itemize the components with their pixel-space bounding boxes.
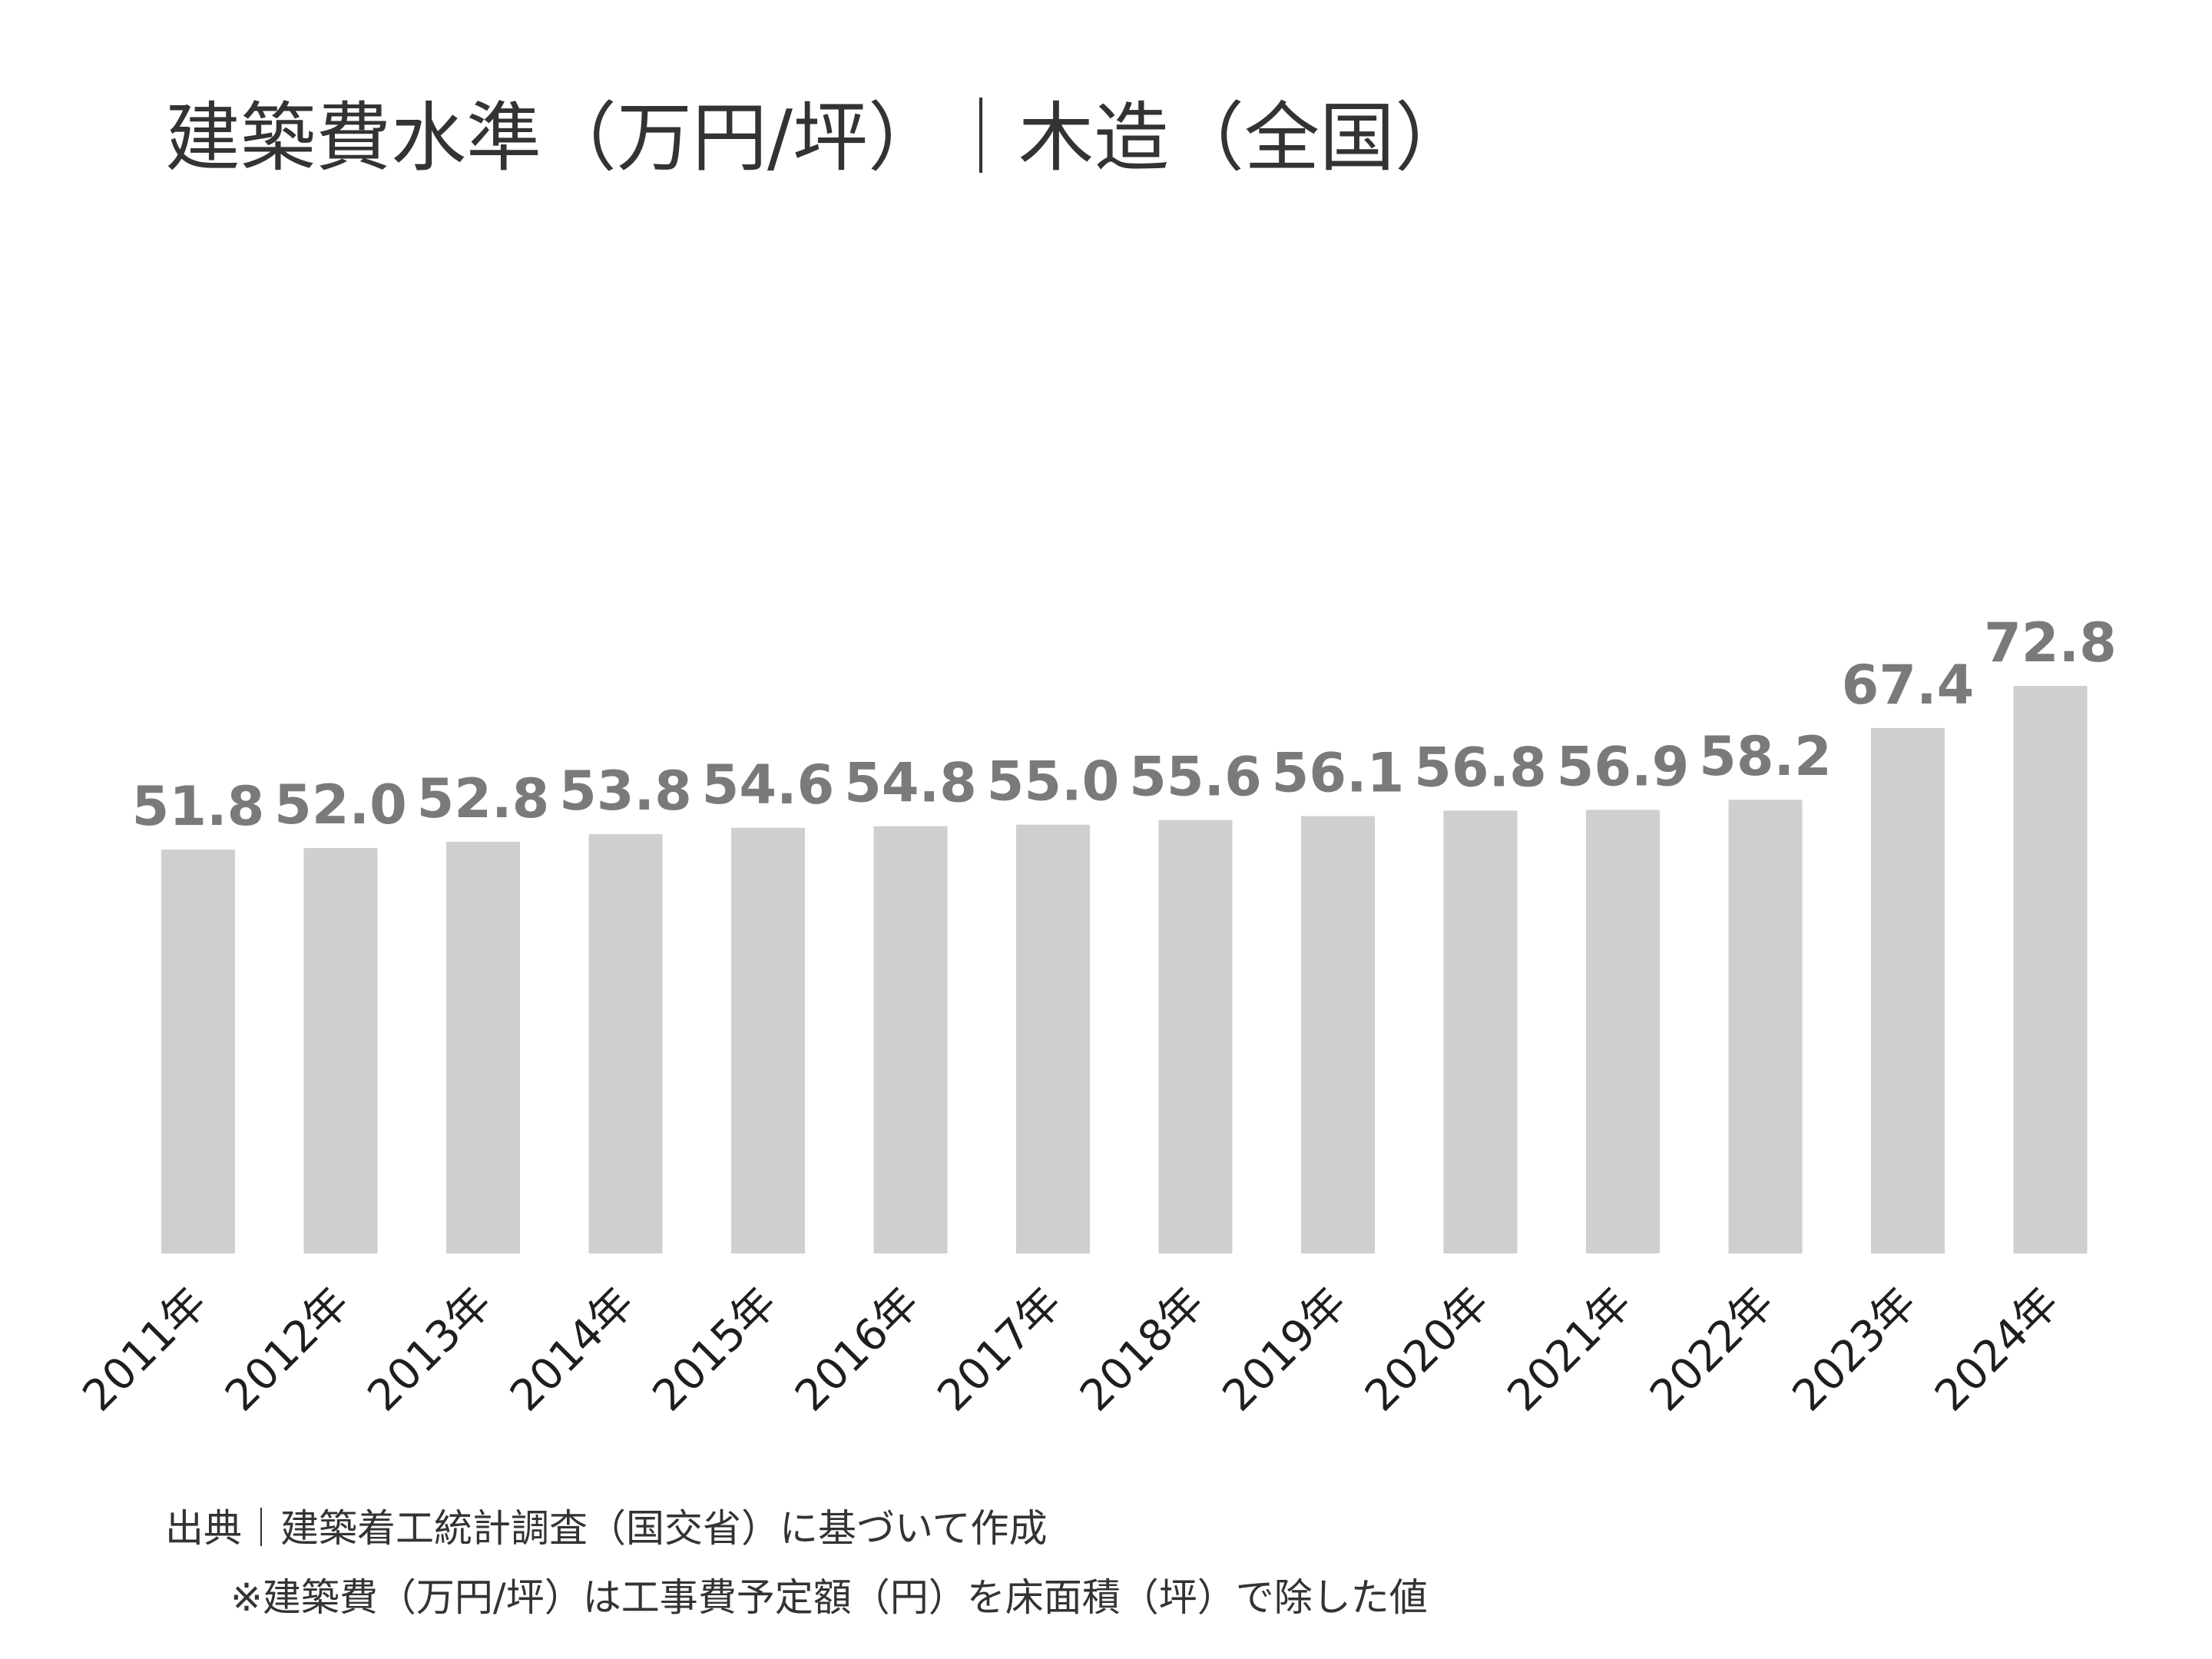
bar-2011年 <box>161 849 235 1253</box>
value-label: 56.9 <box>1557 735 1690 798</box>
bar-2022年 <box>1728 800 1803 1253</box>
x-tick-label: 2018年 <box>1071 1278 1214 1421</box>
bar-2023年 <box>1871 727 1945 1253</box>
bars-layer <box>161 686 2088 1253</box>
chart-title: 建築費水準（万円/坪）｜木造（全国） <box>165 94 1471 182</box>
x-tick-label: 2015年 <box>644 1278 786 1421</box>
value-label: 56.8 <box>1414 736 1547 799</box>
value-label: 52.8 <box>417 767 550 830</box>
value-label: 58.2 <box>1699 725 1832 788</box>
x-tick-label: 2019年 <box>1214 1278 1356 1421</box>
bar-2024年 <box>2013 686 2088 1253</box>
bar-2014年 <box>588 833 663 1253</box>
x-tick-label: 2013年 <box>359 1278 502 1421</box>
x-tick-label: 2011年 <box>74 1278 217 1421</box>
value-label: 54.8 <box>844 752 977 815</box>
x-tick-label: 2024年 <box>1926 1278 2068 1421</box>
bar-2012年 <box>303 848 378 1253</box>
bar-2016年 <box>873 826 948 1253</box>
definition-note: ※建築費（万円/坪）は工事費予定額（円）を床面積（坪）で除した値 <box>230 1575 1428 1620</box>
x-tick-labels-layer: 2011年 2012年 2013年 2014年 2015年 2016年 2017年 2018年… <box>74 1278 2069 1421</box>
x-tick-label: 2017年 <box>929 1278 1071 1421</box>
bar-2017年 <box>1016 824 1090 1253</box>
value-label: 72.8 <box>1984 611 2117 674</box>
x-tick-label: 2012年 <box>216 1278 359 1421</box>
source-note: 出典｜建築着工統計調査（国交省）に基づいて作成 <box>165 1506 1048 1551</box>
value-label: 53.8 <box>559 760 692 823</box>
x-tick-label: 2023年 <box>1783 1278 1926 1421</box>
bar-2018年 <box>1158 820 1233 1253</box>
bar-2021年 <box>1586 810 1660 1253</box>
value-labels-layer: 51.8 52.0 52.8 53.8 54.6 54.8 55.0 55.6 56.1 56.8… <box>132 611 2117 838</box>
value-label: 56.1 <box>1272 742 1405 805</box>
x-tick-label: 2022年 <box>1641 1278 1783 1421</box>
value-label: 52.0 <box>274 773 407 836</box>
value-label: 55.6 <box>1129 746 1262 809</box>
x-tick-label: 2014年 <box>501 1278 644 1421</box>
x-tick-label: 2016年 <box>786 1278 929 1421</box>
value-label: 54.6 <box>702 753 835 816</box>
x-tick-label: 2020年 <box>1356 1278 1498 1421</box>
value-label: 55.0 <box>987 750 1120 813</box>
bar-2019年 <box>1301 816 1375 1253</box>
bar-2020年 <box>1443 810 1518 1253</box>
bar-2013年 <box>446 842 520 1253</box>
value-label: 51.8 <box>132 775 265 838</box>
value-label: 67.4 <box>1842 654 1975 717</box>
bar-2015年 <box>731 827 805 1253</box>
x-tick-label: 2021年 <box>1498 1278 1641 1421</box>
